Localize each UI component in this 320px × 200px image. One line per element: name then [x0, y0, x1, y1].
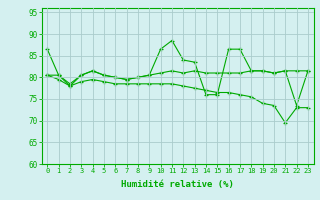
X-axis label: Humidité relative (%): Humidité relative (%): [121, 180, 234, 189]
